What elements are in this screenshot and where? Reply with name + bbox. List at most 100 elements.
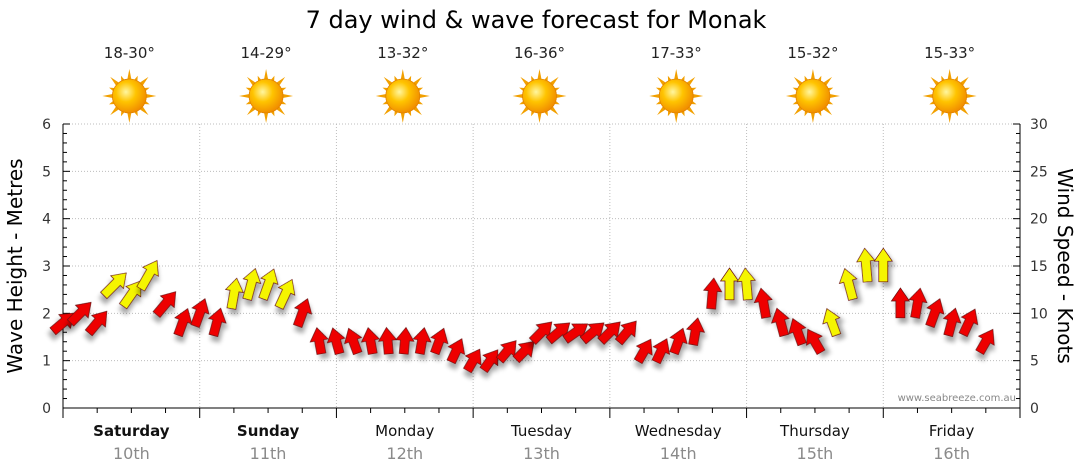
wind-arrow-shape: [753, 287, 773, 319]
sun-ray: [239, 93, 252, 99]
wind-arrow: [669, 327, 688, 356]
date-label: 16th: [933, 444, 970, 463]
date-label: 15th: [797, 444, 834, 463]
wind-arrow: [958, 308, 979, 338]
wind-arrow-shape: [771, 307, 790, 338]
y-axis-right-title: Wind Speed - Knots: [1053, 168, 1077, 364]
sun-icon: [785, 69, 840, 123]
sun-icon: [239, 69, 294, 123]
day-label: Wednesday: [635, 422, 722, 440]
wind-arrow-shape: [614, 320, 637, 346]
wind-arrow: [293, 298, 313, 328]
wind-arrow-shape: [100, 272, 127, 300]
sun-icon: [102, 69, 157, 123]
y-tick-label-left: 5: [42, 164, 51, 180]
sun-ray: [554, 93, 567, 99]
wind-arrow-shape: [152, 291, 177, 318]
sun-ray: [947, 69, 953, 82]
wind-arrow-shape: [66, 301, 92, 327]
wind-arrow: [838, 267, 858, 301]
wind-arrow: [360, 327, 380, 355]
date-label: 11th: [250, 444, 287, 463]
wind-arrow: [651, 338, 671, 365]
sun-disc: [111, 78, 147, 114]
day-labels: Saturday 10th Sunday 11th Monday 12th Tuesday 1…: [93, 422, 974, 463]
wind-arrow: [614, 320, 637, 346]
wind-arrow: [685, 317, 706, 346]
wind-arrow: [66, 301, 92, 327]
wind-arrow-shape: [788, 318, 807, 347]
day-label: Sunday: [237, 422, 300, 440]
wind-arrow: [377, 326, 398, 355]
wind-arrow-shape: [395, 326, 415, 355]
date-label: 14th: [660, 444, 697, 463]
wind-arrow-shape: [736, 267, 756, 301]
wind-arrow: [942, 307, 962, 338]
credit-text: www.seabreeze.com.au: [898, 393, 1016, 404]
wind-arrow-shape: [719, 267, 740, 301]
wind-arrow-shape: [274, 278, 296, 310]
y-tick-label-left: 6: [42, 117, 51, 133]
day-label: Thursday: [779, 422, 850, 440]
wind-arrow: [118, 280, 142, 310]
wind-arrow: [479, 349, 499, 374]
y-tick-label-left: 4: [42, 212, 51, 228]
wind-arrow: [856, 247, 876, 283]
sun-ray: [263, 69, 269, 82]
wind-arrow-shape: [344, 327, 363, 356]
temperature-label: 18-30°: [104, 44, 155, 62]
wind-arrow: [430, 327, 449, 356]
wind-arrow: [190, 298, 210, 328]
sun-ray: [280, 93, 294, 99]
daily-temperatures: 18-30° 14-29° 13-32° 16-36° 17-33° 15-32° 15-3…: [102, 44, 977, 123]
temperature-label: 17-33°: [651, 44, 702, 62]
wind-arrow: [512, 341, 535, 364]
wind-arrow: [207, 307, 227, 338]
day-label: Monday: [375, 422, 434, 440]
y-axis-left-title: Wave Height - Metres: [3, 158, 27, 373]
day-label: Saturday: [93, 422, 170, 440]
y-tick-label-right: 20: [1030, 212, 1048, 228]
wind-arrow: [326, 327, 346, 356]
wind-arrow-shape: [942, 307, 962, 338]
wind-arrow-shape: [651, 338, 671, 365]
day-label: Friday: [929, 422, 975, 440]
sun-ray: [785, 93, 799, 99]
wind-arrow: [446, 338, 466, 365]
wind-arrow-shape: [822, 308, 842, 338]
y-tick-label-right: 5: [1030, 354, 1039, 370]
y-tick-label-left: 3: [42, 259, 51, 275]
sun-icon: [512, 69, 567, 123]
y-axis-left-ticks: 0 1 2 3 4 5 6: [42, 117, 51, 417]
sun-disc: [932, 78, 968, 114]
sun-ray: [126, 110, 132, 123]
sun-ray: [947, 110, 953, 123]
sun-ray: [102, 93, 115, 99]
wind-arrow-shape: [136, 259, 159, 292]
wind-arrow-shape: [293, 298, 313, 328]
wind-arrow-shape: [224, 277, 244, 310]
wind-arrow: [719, 267, 740, 301]
wind-arrow: [736, 267, 756, 301]
y-tick-label-left: 2: [42, 306, 51, 322]
wind-arrow-shape: [190, 298, 210, 328]
sun-ray: [400, 110, 406, 123]
wind-arrow-shape: [412, 327, 432, 355]
sun-ray: [400, 69, 406, 82]
wind-arrow-shape: [242, 267, 262, 301]
sun-ray: [263, 110, 269, 123]
sun-ray: [691, 93, 704, 99]
wind-arrow: [309, 327, 329, 355]
wind-arrow: [152, 291, 177, 318]
wind-arrow: [100, 272, 127, 300]
wind-arrow: [344, 327, 363, 356]
temperature-label: 15-32°: [787, 44, 838, 62]
wind-arrow: [242, 267, 262, 301]
sun-disc: [522, 78, 557, 114]
wind-arrow: [136, 259, 159, 292]
wind-arrow-shape: [806, 328, 826, 355]
sun-ray: [537, 69, 542, 82]
wind-arrow: [633, 338, 653, 365]
wind-arrow-shape: [908, 287, 928, 319]
temperature-label: 14-29°: [241, 44, 292, 62]
